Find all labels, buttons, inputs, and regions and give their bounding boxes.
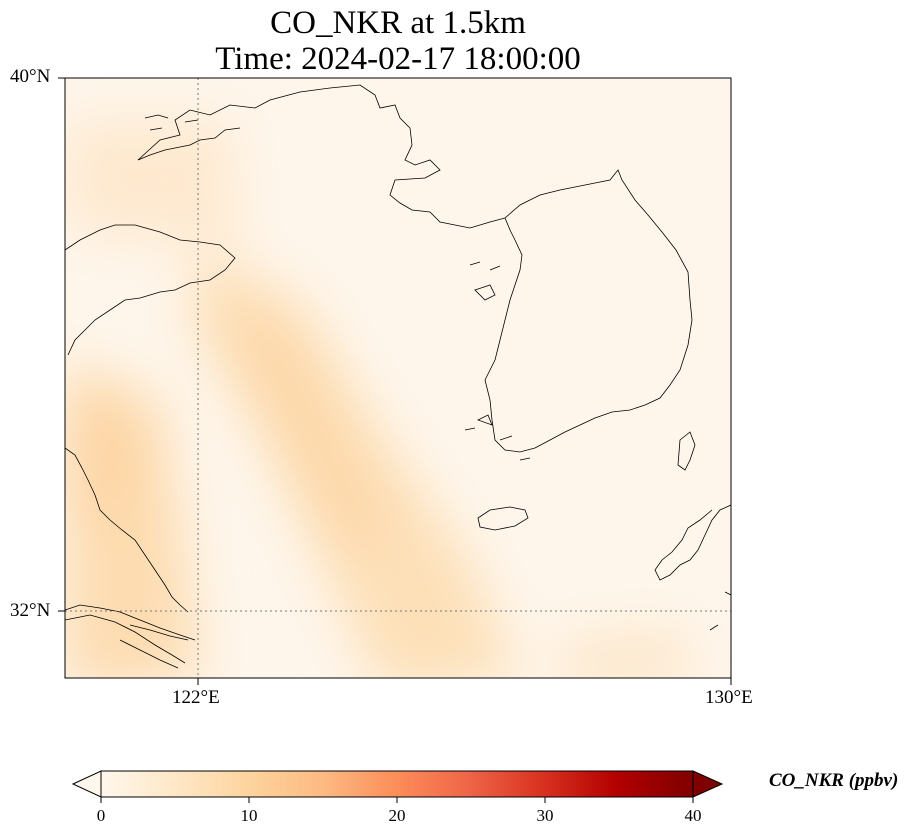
colorbar-title: CO_NKR (ppbv) <box>769 770 899 791</box>
concentration-field <box>65 78 731 678</box>
map-title-variable: CO_NKR at 1.5km <box>270 5 526 41</box>
colorbar-tick-label: 0 <box>96 806 106 825</box>
southeast-patch <box>560 630 700 678</box>
colorbar-extend-max <box>692 770 724 798</box>
bohai-coast <box>137 84 506 229</box>
liaodong-islands <box>137 114 241 161</box>
lat-label-32n: 32°N <box>10 600 51 621</box>
lon-label-122e: 122°E <box>172 687 220 708</box>
korea-west-islands <box>464 261 531 461</box>
korea-coast <box>484 169 693 453</box>
tsushima-island <box>677 431 696 471</box>
bohai-low <box>65 120 240 250</box>
lat-label-40n: 40°N <box>10 66 51 87</box>
china-east-coast <box>65 224 236 641</box>
plume-core <box>230 300 390 560</box>
coastal-core <box>65 380 140 520</box>
colorbar-tick-label: 20 <box>388 806 406 825</box>
jeju-island <box>477 506 529 531</box>
kyushu-coast <box>654 504 731 631</box>
yangtze-estuary <box>65 614 189 669</box>
colorbar-extend-min <box>71 770 102 798</box>
colorbar-tick-label: 30 <box>536 806 554 825</box>
colorbar-tick-label: 10 <box>240 806 258 825</box>
ticks <box>58 77 732 685</box>
colorbar <box>71 770 724 803</box>
map-frame <box>64 77 732 679</box>
colorbar-tick-label: 40 <box>684 806 702 825</box>
lon-label-130e: 130°E <box>705 687 753 708</box>
gridlines <box>65 78 731 678</box>
coastlines <box>65 84 731 669</box>
map-title-time: Time: 2024-02-17 18:00:00 <box>215 41 581 77</box>
colorbar-ramp <box>100 770 694 798</box>
